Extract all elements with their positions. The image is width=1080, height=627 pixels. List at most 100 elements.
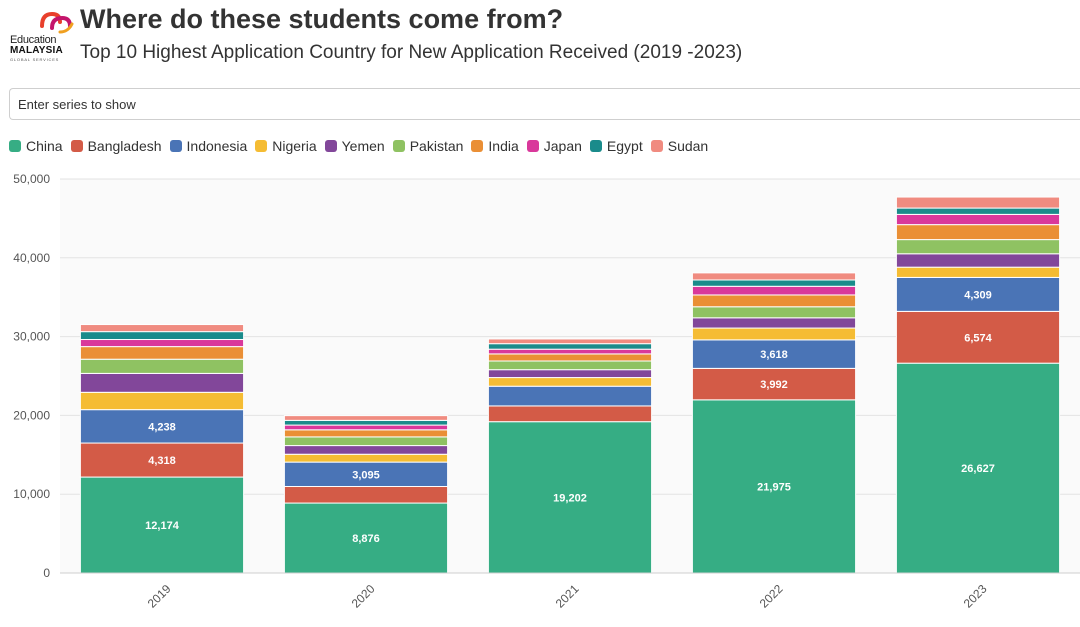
bar-china-2022[interactable] — [691, 399, 857, 574]
y-tick-label: 30,000 — [13, 330, 50, 344]
bar-nigeria-2021[interactable] — [487, 377, 653, 387]
bar-egypt-2023[interactable] — [895, 207, 1061, 215]
y-tick-label: 40,000 — [13, 251, 50, 265]
bar-nigeria-2023[interactable] — [895, 266, 1061, 278]
legend-label: Pakistan — [409, 138, 464, 154]
y-tick-label: 10,000 — [13, 487, 50, 501]
legend-item-sudan[interactable]: Sudan — [650, 138, 709, 154]
x-tick-label: 2021 — [553, 582, 582, 611]
bar-china-2021[interactable] — [487, 421, 653, 574]
y-tick-label: 50,000 — [13, 172, 50, 186]
data-label: 19,202 — [553, 492, 587, 504]
legend-swatch — [9, 140, 21, 152]
bar-yemen-2022[interactable] — [691, 317, 857, 329]
bar-yemen-2020[interactable] — [283, 445, 449, 455]
legend-item-pakistan[interactable]: Pakistan — [392, 138, 464, 154]
bar-india-2022[interactable] — [691, 294, 857, 308]
bar-egypt-2022[interactable] — [691, 279, 857, 287]
y-tick-label: 20,000 — [13, 408, 50, 422]
series-search-input[interactable] — [9, 88, 1080, 120]
chart-legend: China Bangladesh Indonesia Nigeria Yemen Paki… — [9, 136, 716, 156]
bar-india-2021[interactable] — [487, 353, 653, 362]
y-tick-label: 0 — [43, 566, 50, 580]
bar-bangladesh-2023[interactable] — [895, 310, 1061, 364]
bar-japan-2023[interactable] — [895, 213, 1061, 226]
legend-item-egypt[interactable]: Egypt — [589, 138, 643, 154]
logo-text-malaysia: MALAYSIA — [10, 45, 63, 56]
data-label: 8,876 — [352, 533, 380, 545]
education-malaysia-logo: Education MALAYSIA GLOBAL SERVICES — [8, 8, 76, 62]
logo-text-global-services: GLOBAL SERVICES — [10, 57, 60, 62]
bar-egypt-2021[interactable] — [487, 343, 653, 350]
bar-japan-2021[interactable] — [487, 348, 653, 355]
bar-indonesia-2023[interactable] — [895, 276, 1061, 312]
bar-indonesia-2020[interactable] — [283, 461, 449, 488]
data-label: 6,574 — [964, 332, 992, 344]
bar-sudan-2023[interactable] — [895, 196, 1061, 209]
data-label: 12,174 — [145, 520, 180, 532]
data-label: 3,992 — [760, 379, 788, 391]
legend-item-bangladesh[interactable]: Bangladesh — [70, 138, 162, 154]
bar-nigeria-2019[interactable] — [79, 391, 245, 411]
data-label: 3,095 — [352, 469, 380, 481]
legend-swatch — [650, 140, 663, 152]
bar-japan-2019[interactable] — [79, 339, 245, 348]
data-label: 4,238 — [148, 421, 176, 433]
bar-pakistan-2022[interactable] — [691, 306, 857, 319]
x-tick-label: 2019 — [145, 582, 174, 611]
legend-label: China — [26, 138, 63, 154]
bar-sudan-2019[interactable] — [79, 324, 245, 333]
bar-sudan-2021[interactable] — [487, 338, 653, 345]
bar-indonesia-2022[interactable] — [691, 339, 857, 369]
bar-nigeria-2022[interactable] — [691, 327, 857, 341]
legend-item-china[interactable]: China — [9, 138, 63, 154]
bar-india-2020[interactable] — [283, 429, 449, 438]
bar-bangladesh-2021[interactable] — [487, 405, 653, 423]
logo-mark-icon — [40, 11, 74, 34]
bar-japan-2022[interactable] — [691, 285, 857, 296]
bar-yemen-2021[interactable] — [487, 369, 653, 379]
legend-swatch — [392, 140, 405, 152]
bar-bangladesh-2020[interactable] — [283, 486, 449, 504]
data-label: 26,627 — [961, 463, 995, 475]
bar-china-2023[interactable] — [895, 362, 1061, 574]
bar-pakistan-2023[interactable] — [895, 239, 1061, 255]
legend-swatch — [471, 140, 484, 152]
legend-item-japan[interactable]: Japan — [526, 138, 582, 154]
legend-label: Japan — [543, 138, 582, 154]
legend-swatch — [589, 140, 602, 152]
legend-swatch — [526, 140, 539, 152]
data-label: 4,318 — [148, 455, 176, 467]
bar-yemen-2023[interactable] — [895, 253, 1061, 268]
bar-egypt-2019[interactable] — [79, 331, 245, 341]
legend-item-indonesia[interactable]: Indonesia — [169, 138, 247, 154]
bar-sudan-2022[interactable] — [691, 272, 857, 281]
bar-pakistan-2019[interactable] — [79, 358, 245, 374]
legend-item-yemen[interactable]: Yemen — [324, 138, 385, 154]
legend-swatch — [169, 140, 182, 152]
stacked-bar-chart: 0 10,000 20,000 30,000 40,000 50,000 12,174 4,3… — [13, 172, 1080, 611]
x-tick-label: 2022 — [757, 582, 786, 611]
bar-japan-2020[interactable] — [283, 424, 449, 431]
bar-nigeria-2020[interactable] — [283, 453, 449, 463]
bar-india-2023[interactable] — [895, 224, 1061, 241]
bar-bangladesh-2019[interactable] — [79, 442, 245, 478]
bar-pakistan-2021[interactable] — [487, 360, 653, 371]
bar-egypt-2020[interactable] — [283, 419, 449, 426]
bar-indonesia-2021[interactable] — [487, 385, 653, 407]
legend-swatch — [255, 140, 268, 152]
bar-china-2020[interactable] — [283, 502, 449, 574]
bar-india-2019[interactable] — [79, 346, 245, 360]
legend-label: Sudan — [667, 138, 709, 154]
legend-label: Bangladesh — [87, 138, 162, 154]
bar-pakistan-2020[interactable] — [283, 436, 449, 447]
legend-item-india[interactable]: India — [471, 138, 519, 154]
legend-swatch — [324, 140, 337, 152]
bar-china-2019[interactable] — [79, 476, 245, 574]
x-tick-label: 2023 — [961, 582, 990, 611]
bar-sudan-2020[interactable] — [283, 415, 449, 421]
bar-yemen-2019[interactable] — [79, 372, 245, 393]
legend-item-nigeria[interactable]: Nigeria — [255, 138, 317, 154]
legend-label: India — [488, 138, 519, 154]
bar-indonesia-2019[interactable] — [79, 409, 245, 444]
